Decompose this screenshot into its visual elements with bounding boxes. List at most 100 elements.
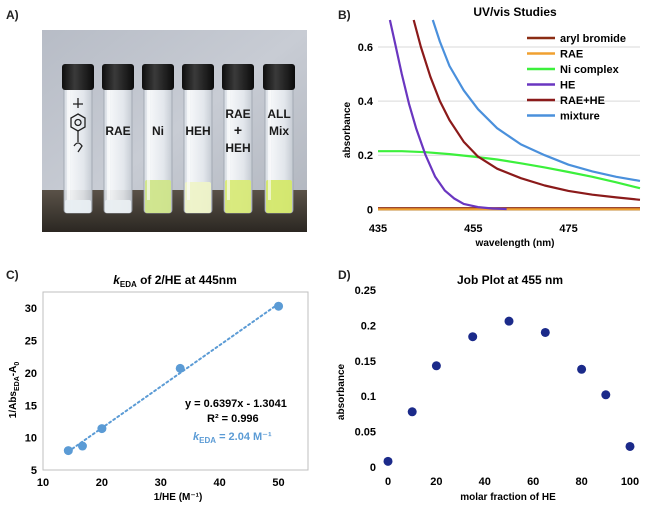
keda-y-label: 1/AbsEDA-A0 <box>8 362 21 419</box>
job-plot-data-point <box>601 390 611 400</box>
job-plot-x-tick: 60 <box>527 476 539 488</box>
vial-highlight <box>147 90 150 200</box>
job-plot-y-tick: 0.25 <box>355 285 376 297</box>
job-plot-x-tick: 20 <box>430 476 442 488</box>
job-plot-x-label: molar fraction of HE <box>460 492 556 503</box>
uvvis-y-label: absorbance <box>342 101 353 158</box>
keda-title-k: k <box>113 273 121 287</box>
vial-highlight <box>107 90 110 200</box>
vial-label-text: HEH <box>185 124 210 138</box>
keda-y-tick: 10 <box>25 433 37 445</box>
job-plot-y-label: absorbance <box>336 363 347 420</box>
uvvis-legend-label: aryl bromide <box>560 33 626 45</box>
vial-liquid <box>266 180 292 213</box>
uvvis-y-tick: 0.4 <box>358 96 374 108</box>
panel-label-c: C) <box>6 268 19 282</box>
vial-cap <box>222 64 254 90</box>
vial-highlight <box>67 90 70 200</box>
job-plot-data-point <box>540 327 550 337</box>
job-plot-chart: Job Plot at 455 nm absorbance molar frac… <box>336 273 639 503</box>
job-plot-data-point <box>407 407 417 417</box>
keda-value-k: k <box>193 431 200 443</box>
uvvis-chart: UV/vis Studies absorbance wavelength (nm… <box>342 5 641 249</box>
panel-label-d: D) <box>338 268 351 282</box>
vial-label-text: Ni <box>152 124 164 138</box>
vial <box>62 64 94 214</box>
uvvis-y-tick: 0.2 <box>358 150 373 162</box>
keda-x-tick: 10 <box>37 477 49 489</box>
job-plot-data-point <box>577 364 587 374</box>
uvvis-y-tick: 0 <box>367 204 373 216</box>
vial-label-text: RAE <box>225 107 250 121</box>
uvvis-x-tick: 455 <box>464 223 482 235</box>
keda-title-sub: EDA <box>120 280 137 289</box>
panel-label-b: B) <box>338 8 351 22</box>
uvvis-legend-label: RAE <box>560 49 583 61</box>
vial-highlight <box>227 90 230 200</box>
panel-label-a: A) <box>6 8 19 22</box>
keda-chart: kEDA of 2/HE at 445nm 1/AbsEDA-A0 1/HE (… <box>8 273 309 503</box>
keda-chart-title: kEDA of 2/HE at 445nm <box>113 273 237 289</box>
keda-y-tick: 5 <box>31 465 37 477</box>
keda-title-rest: of 2/HE at 445nm <box>137 273 237 287</box>
keda-equation: y = 0.6397x - 1.3041 <box>185 398 287 410</box>
job-plot-x-tick: 100 <box>621 476 639 488</box>
uvvis-series-rae-he <box>412 19 641 201</box>
keda-y-label-main: 1/Abs <box>8 391 19 419</box>
vial-cap <box>62 64 94 90</box>
vial-label-text: + <box>234 122 242 138</box>
uvvis-legend-label: HE <box>560 80 575 92</box>
keda-x-tick: 50 <box>272 477 284 489</box>
job-plot-y-tick: 0.15 <box>355 356 376 368</box>
vial-cap <box>142 64 174 90</box>
vial-label-text: Mix <box>269 124 289 138</box>
keda-y-tick: 15 <box>25 400 37 412</box>
keda-value-rest: = 2.04 M⁻¹ <box>216 431 272 443</box>
keda-data-point <box>63 446 73 456</box>
vial-liquid <box>145 180 171 213</box>
vial-highlight <box>187 90 190 200</box>
vial-liquid <box>225 180 251 213</box>
uvvis-series-mixture <box>431 19 641 182</box>
uvvis-x-tick: 435 <box>369 223 387 235</box>
job-plot-y-tick: 0 <box>370 462 376 474</box>
keda-x-tick: 40 <box>214 477 226 489</box>
vial: Ni <box>142 64 174 214</box>
job-plot-x-tick: 80 <box>575 476 587 488</box>
uvvis-x-label: wavelength (nm) <box>475 238 555 249</box>
structure-bromide <box>73 131 83 153</box>
vial-cap <box>182 64 214 90</box>
vial-liquid <box>65 200 91 213</box>
keda-y-label-mid: -A <box>8 366 19 377</box>
uvvis-y-tick: 0.6 <box>358 42 373 54</box>
keda-x-tick: 30 <box>155 477 167 489</box>
uvvis-chart-title: UV/vis Studies <box>473 5 557 19</box>
keda-data-point <box>175 363 185 373</box>
aryl-bromide-drawing <box>70 98 86 153</box>
job-plot-y-tick: 0.1 <box>361 391 376 403</box>
keda-y-tick: 20 <box>25 368 37 380</box>
structure-ring-center <box>74 118 82 127</box>
vial-label-text: HEH <box>225 141 250 155</box>
vials-photo: RAE Ni HEH RAE + HEH ALL Mix <box>42 30 307 232</box>
keda-value: kEDA = 2.04 M⁻¹ <box>193 431 272 445</box>
uvvis-legend-label: mixture <box>560 111 600 123</box>
vial-liquid <box>185 182 211 213</box>
uvvis-series-he <box>388 19 507 211</box>
job-plot-data-point <box>431 361 441 371</box>
keda-y-label-sub2: 0 <box>14 362 21 366</box>
job-plot-y-tick: 0.2 <box>361 320 376 332</box>
vial-cap <box>263 64 295 90</box>
keda-plot-frame <box>42 291 309 471</box>
vial: RAE+ HEH <box>222 64 254 214</box>
keda-data-point <box>274 301 284 311</box>
keda-r-squared: R² = 0.996 <box>207 413 259 425</box>
job-plot-data-point <box>468 332 478 342</box>
keda-value-sub: EDA <box>199 436 216 445</box>
job-plot-title: Job Plot at 455 nm <box>457 273 563 287</box>
vial: ALL Mix <box>263 64 295 214</box>
job-plot-data-point <box>625 441 635 451</box>
job-plot-x-tick: 0 <box>385 476 391 488</box>
keda-x-label: 1/HE (M⁻¹) <box>154 492 203 503</box>
